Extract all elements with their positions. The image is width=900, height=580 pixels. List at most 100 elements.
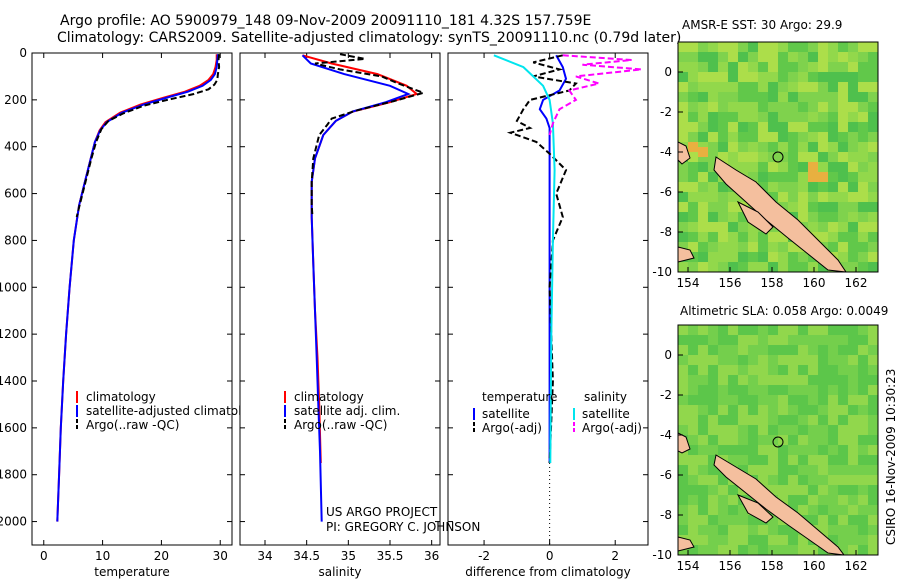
map-cell: [858, 222, 868, 232]
map-cell: [728, 375, 738, 385]
map-cell: [818, 82, 828, 92]
y-tick-label: 0: [19, 46, 27, 60]
map-cell: [768, 515, 778, 525]
map-cell: [818, 425, 828, 435]
map-cell: [678, 262, 688, 272]
map-cell: [698, 325, 708, 335]
map-cell: [678, 122, 688, 132]
map-cell: [838, 122, 848, 132]
map-cell: [768, 335, 778, 345]
map-cell: [738, 212, 748, 222]
map-cell: [728, 515, 738, 525]
map-cell: [728, 122, 738, 132]
map-cell: [868, 545, 878, 555]
map-cell: [848, 42, 858, 52]
map-cell: [718, 252, 728, 262]
map-cell: [738, 52, 748, 62]
map-cell: [708, 495, 718, 505]
map-cell: [688, 112, 698, 122]
map-cell: [848, 132, 858, 142]
map-cell: [758, 525, 768, 535]
map-cell: [838, 152, 848, 162]
map-cell: [738, 405, 748, 415]
map-cell: [858, 242, 868, 252]
map-cell: [798, 415, 808, 425]
map-cell: [828, 385, 838, 395]
map-cell: [868, 132, 878, 142]
map-cell: [758, 355, 768, 365]
map-cell: [788, 252, 798, 262]
map-cell: [848, 52, 858, 62]
map-cell: [768, 535, 778, 545]
x-axis-label: difference from climatology: [465, 565, 631, 579]
map-cell: [738, 455, 748, 465]
map-cell: [698, 505, 708, 515]
map-cell: [848, 335, 858, 345]
map-cell: [688, 415, 698, 425]
map-cell: [698, 182, 708, 192]
map-cell: [848, 82, 858, 92]
map-cell: [848, 182, 858, 192]
map-cell: [688, 72, 698, 82]
map-cell: [798, 72, 808, 82]
map-cell: [708, 192, 718, 202]
map-cell: [848, 355, 858, 365]
map-cell: [828, 92, 838, 102]
map-cell: [788, 365, 798, 375]
map-cell: [828, 232, 838, 242]
map-cell: [678, 192, 688, 202]
map-cell: [778, 395, 788, 405]
map-cell: [838, 425, 848, 435]
map-cell: [718, 182, 728, 192]
map-cell: [758, 535, 768, 545]
map-cell: [868, 142, 878, 152]
map-cell: [808, 445, 818, 455]
map-cell: [698, 212, 708, 222]
map-cell: [798, 535, 808, 545]
map-cell: [708, 92, 718, 102]
map-cell: [798, 182, 808, 192]
map-cell: [688, 475, 698, 485]
map-cell: [708, 415, 718, 425]
map-cell: [808, 495, 818, 505]
map-cell: [798, 395, 808, 405]
map-cell: [848, 485, 858, 495]
map-cell: [868, 445, 878, 455]
sla-cells: [678, 325, 878, 555]
map-cell: [718, 535, 728, 545]
map-cell: [698, 425, 708, 435]
map-cell: [858, 465, 868, 475]
map-cell: [818, 495, 828, 505]
map-cell: [848, 252, 858, 262]
map-cell: [788, 475, 798, 485]
map-cell: [868, 82, 878, 92]
map-cell: [768, 182, 778, 192]
map-cell: [788, 345, 798, 355]
map-cell: [738, 162, 748, 172]
map-cell: [868, 102, 878, 112]
x-tick-label: 34.5: [293, 549, 320, 563]
map-cell: [788, 435, 798, 445]
map-warm-cell: [698, 147, 708, 157]
map-cell: [848, 222, 858, 232]
map-cell: [738, 325, 748, 335]
map-cell: [858, 385, 868, 395]
map-cell: [798, 495, 808, 505]
map-warm-cell: [818, 172, 828, 182]
map-cell: [748, 535, 758, 545]
map-cell: [688, 202, 698, 212]
map-cell: [818, 162, 828, 172]
map-cell: [708, 142, 718, 152]
map-cell: [748, 385, 758, 395]
map-cell: [818, 335, 828, 345]
map-cell: [758, 132, 768, 142]
map-cell: [868, 355, 878, 365]
map-cell: [768, 345, 778, 355]
map-cell: [728, 325, 738, 335]
map-y-tick-label: -8: [660, 508, 672, 522]
map-cell: [678, 465, 688, 475]
map-cell: [768, 252, 778, 262]
map-cell: [808, 82, 818, 92]
map-cell: [828, 142, 838, 152]
map-cell: [868, 365, 878, 375]
